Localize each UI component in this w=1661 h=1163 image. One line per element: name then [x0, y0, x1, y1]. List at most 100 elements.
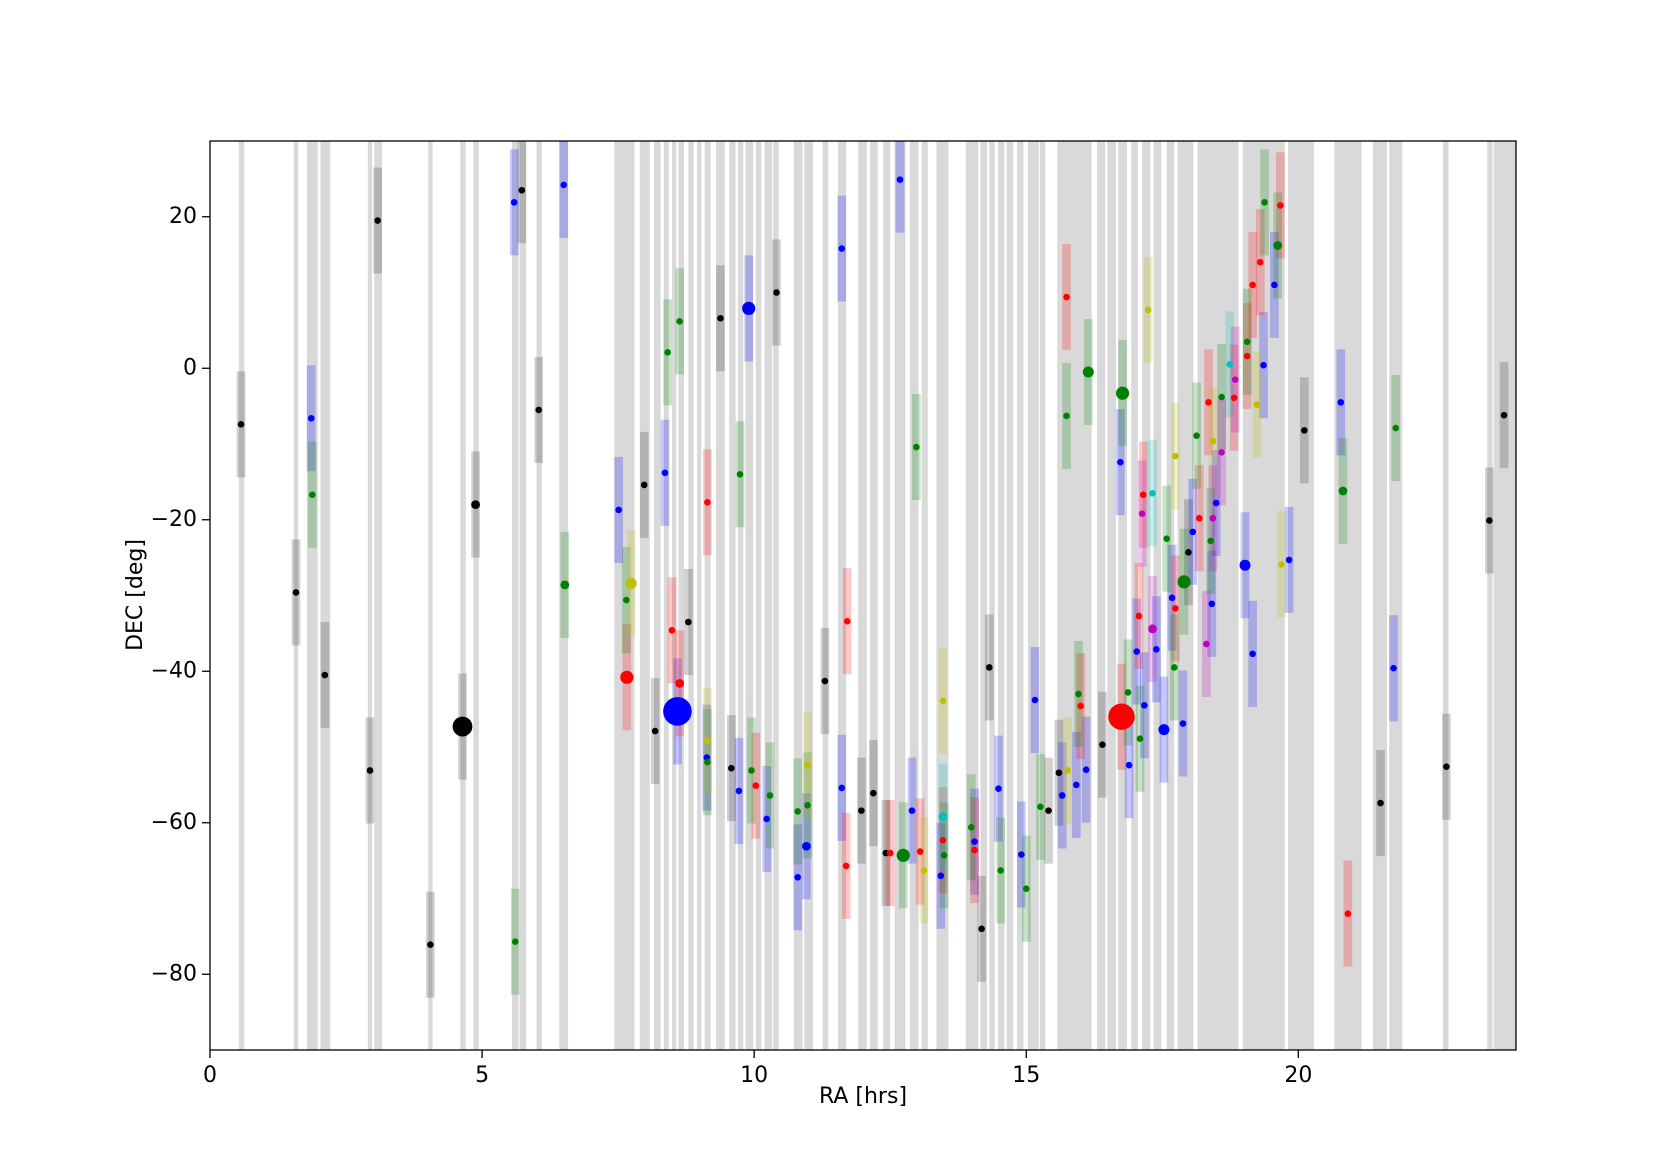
ra-band — [858, 141, 867, 1050]
ra-band — [639, 141, 650, 1050]
y-tick-label: 0 — [183, 355, 197, 380]
point — [1208, 600, 1216, 608]
point — [1338, 486, 1348, 496]
point — [939, 697, 947, 705]
point — [1148, 624, 1157, 634]
point — [978, 925, 985, 933]
point — [1277, 202, 1284, 209]
ra-band — [1242, 141, 1285, 1050]
point — [1149, 489, 1156, 497]
point — [913, 443, 920, 451]
ra-band — [737, 141, 744, 1050]
point — [1212, 499, 1220, 507]
ra-band — [1493, 141, 1516, 1050]
ra-band — [1487, 141, 1493, 1050]
point — [939, 836, 947, 844]
point — [237, 421, 245, 428]
point — [560, 181, 568, 189]
y-tick-label: −80 — [151, 961, 197, 986]
ra-band — [671, 141, 677, 1050]
point — [1022, 885, 1030, 892]
point — [1273, 241, 1283, 250]
point — [766, 792, 774, 799]
point — [1207, 537, 1215, 545]
point — [321, 671, 329, 679]
ra-band — [1197, 141, 1239, 1050]
point — [309, 491, 316, 499]
point — [1018, 851, 1025, 858]
point — [620, 670, 634, 684]
point — [985, 664, 993, 671]
point — [535, 406, 542, 414]
plot-frame — [209, 140, 1517, 1051]
point — [1172, 452, 1179, 460]
point — [1082, 766, 1090, 774]
x-tick-label: 15 — [1012, 1063, 1040, 1088]
point — [748, 767, 755, 774]
ra-band — [1006, 141, 1014, 1050]
point — [307, 414, 315, 422]
point — [1144, 306, 1152, 314]
point — [1278, 561, 1285, 568]
point — [1301, 427, 1308, 434]
ra-band — [773, 141, 779, 1050]
point — [622, 596, 630, 604]
point — [821, 677, 829, 685]
point — [896, 848, 910, 862]
point — [1125, 761, 1133, 769]
ra-band — [320, 141, 331, 1050]
point — [843, 617, 851, 625]
ra-band — [614, 141, 635, 1050]
y-tick-label: −40 — [151, 658, 197, 683]
ra-band — [678, 141, 684, 1050]
ra-band — [965, 141, 979, 1050]
ra-band — [536, 141, 542, 1050]
point — [1136, 735, 1144, 742]
ra-band — [837, 141, 847, 1050]
point — [1077, 702, 1084, 710]
point — [1073, 781, 1080, 789]
point — [937, 872, 945, 880]
point — [1193, 432, 1200, 439]
point — [1117, 458, 1124, 466]
error-band — [559, 141, 569, 238]
point — [1218, 449, 1225, 456]
point — [452, 716, 473, 737]
ra-band — [367, 141, 373, 1050]
point — [794, 873, 801, 881]
point — [735, 787, 743, 795]
point — [1189, 528, 1197, 536]
point — [1243, 338, 1251, 346]
point — [1243, 352, 1251, 360]
point — [1135, 612, 1143, 620]
point — [842, 862, 850, 870]
point — [1226, 361, 1234, 368]
y-tick-label: −20 — [151, 507, 197, 532]
point — [916, 848, 924, 855]
point — [1271, 281, 1278, 289]
point — [1172, 605, 1179, 612]
y-tick-label: 20 — [169, 204, 197, 229]
point — [661, 469, 669, 477]
ra-band — [936, 141, 949, 1050]
point — [908, 807, 916, 814]
ra-band — [238, 141, 245, 1050]
point — [1344, 910, 1352, 917]
point — [995, 785, 1002, 792]
point — [1099, 741, 1106, 749]
x-axis-label: RA [hrs] — [819, 1084, 907, 1109]
ra-band — [793, 141, 803, 1050]
ra-band — [755, 141, 762, 1050]
point — [1203, 640, 1210, 648]
ra-band — [1372, 141, 1388, 1050]
ra-band — [980, 141, 988, 1050]
point — [1230, 394, 1238, 402]
point — [1082, 366, 1094, 378]
point — [1045, 807, 1052, 814]
error-band — [895, 141, 905, 233]
point — [1177, 575, 1191, 589]
point — [685, 618, 692, 626]
point — [1064, 767, 1071, 774]
point — [374, 217, 381, 224]
point — [471, 500, 480, 509]
